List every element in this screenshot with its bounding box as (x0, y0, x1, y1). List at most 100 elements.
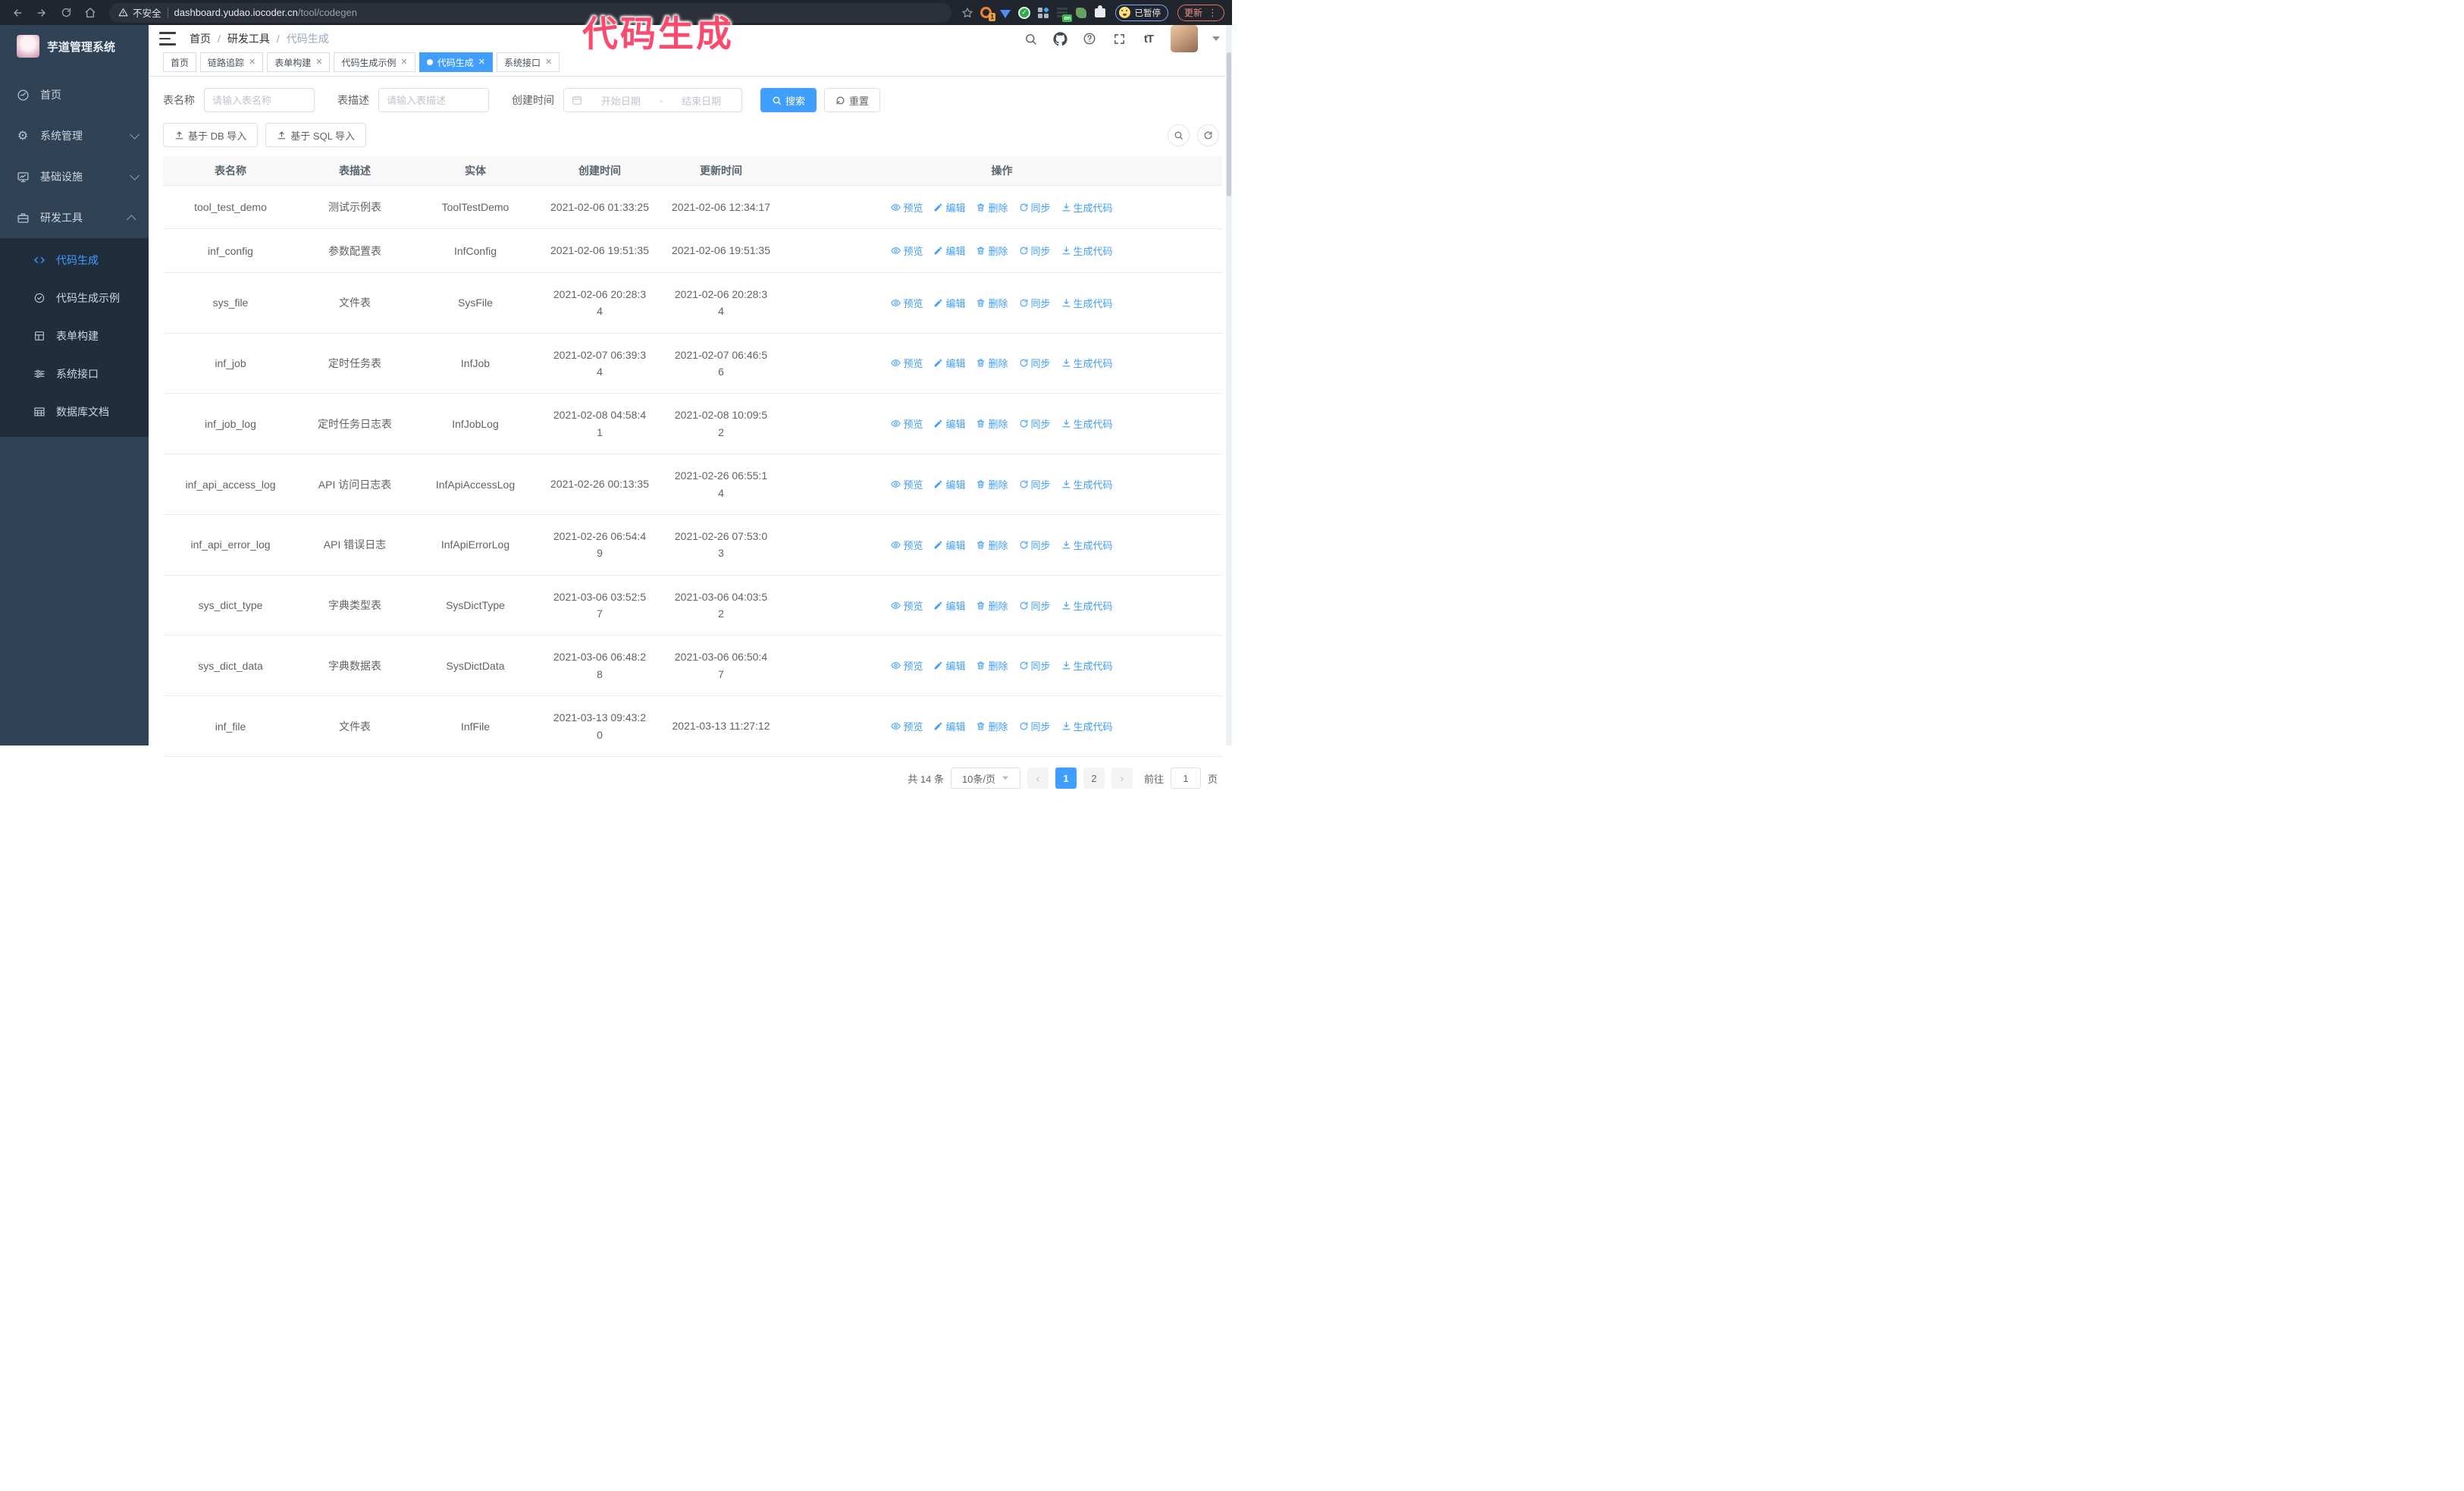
sidebar-item-codegen-example[interactable]: 代码生成示例 (0, 279, 149, 317)
address-bar[interactable]: 不安全 dashboard.yudao.iocoder.cn/tool/code… (109, 2, 952, 23)
edit-action[interactable]: 编辑 (933, 243, 965, 258)
generate-code-action[interactable]: 生成代码 (1061, 719, 1113, 733)
table-row[interactable]: tool_test_demo 测试示例表 ToolTestDemo 2021-0… (163, 185, 1222, 230)
import-db-button[interactable]: 基于 DB 导入 (163, 123, 259, 147)
delete-action[interactable]: 删除 (976, 598, 1008, 613)
preview-action[interactable]: 预览 (891, 477, 923, 491)
sidebar-item-db-doc[interactable]: 数据库文档 (0, 393, 149, 431)
table-row[interactable]: inf_job 定时任务表 InfJob 2021-02-07 06:39:3 … (163, 333, 1222, 394)
toggle-search-button[interactable] (1168, 124, 1190, 146)
sync-action[interactable]: 同步 (1019, 416, 1051, 431)
delete-action[interactable]: 删除 (976, 538, 1008, 552)
reset-button[interactable]: 重置 (824, 88, 881, 112)
browser-home-button[interactable] (80, 3, 100, 23)
preview-action[interactable]: 预览 (891, 356, 923, 370)
browser-back-button[interactable] (8, 3, 27, 23)
extension-onetab-icon[interactable]: 1 (980, 6, 996, 21)
prev-page-button[interactable]: ‹ (1027, 767, 1049, 789)
generate-code-action[interactable]: 生成代码 (1061, 477, 1113, 491)
extension-gem-icon[interactable] (998, 6, 1011, 19)
font-size-icon[interactable]: tT (1143, 32, 1154, 46)
close-icon[interactable]: ✕ (315, 57, 323, 67)
sidebar-item-system-api[interactable]: 系统接口 (0, 355, 149, 393)
preview-action[interactable]: 预览 (891, 538, 923, 552)
fullscreen-icon[interactable] (1111, 31, 1127, 46)
table-row[interactable]: inf_job_log 定时任务日志表 InfJobLog 2021-02-08… (163, 393, 1222, 455)
edit-action[interactable]: 编辑 (933, 719, 965, 733)
extension-check-icon[interactable]: ✓ (1017, 6, 1030, 19)
generate-code-action[interactable]: 生成代码 (1061, 200, 1113, 215)
page-button-1[interactable]: 1 (1055, 767, 1077, 789)
sync-action[interactable]: 同步 (1019, 296, 1051, 310)
import-sql-button[interactable]: 基于 SQL 导入 (265, 123, 367, 147)
delete-action[interactable]: 删除 (976, 477, 1008, 491)
preview-action[interactable]: 预览 (891, 200, 923, 215)
sidebar-item-infra[interactable]: 基础设施 (0, 156, 149, 197)
table-row[interactable]: inf_config 参数配置表 InfConfig 2021-02-06 19… (163, 228, 1222, 273)
edit-action[interactable]: 编辑 (933, 356, 965, 370)
sync-action[interactable]: 同步 (1019, 200, 1051, 215)
close-icon[interactable]: ✕ (400, 57, 408, 67)
extension-grid-icon[interactable] (1036, 6, 1049, 19)
close-icon[interactable]: ✕ (249, 57, 256, 67)
sync-action[interactable]: 同步 (1019, 477, 1051, 491)
breadcrumb-home[interactable]: 首页 (190, 33, 211, 45)
table-row[interactable]: inf_api_access_log API 访问日志表 InfApiAcces… (163, 454, 1222, 515)
generate-code-action[interactable]: 生成代码 (1061, 416, 1113, 431)
table-row[interactable]: sys_file 文件表 SysFile 2021-02-06 20:28:3 … (163, 272, 1222, 334)
table-name-input[interactable] (204, 88, 315, 112)
browser-forward-button[interactable] (32, 3, 52, 23)
user-avatar[interactable] (1171, 25, 1198, 52)
scrollbar[interactable] (1226, 25, 1232, 746)
preview-action[interactable]: 预览 (891, 598, 923, 613)
generate-code-action[interactable]: 生成代码 (1061, 598, 1113, 613)
tab-tracing[interactable]: 链路追踪 ✕ (200, 52, 264, 72)
sidebar-item-devtools[interactable]: 研发工具 (0, 197, 149, 238)
preview-action[interactable]: 预览 (891, 243, 923, 258)
close-icon[interactable]: ✕ (544, 57, 553, 67)
edit-action[interactable]: 编辑 (933, 296, 965, 310)
next-page-button[interactable]: › (1111, 767, 1133, 789)
delete-action[interactable]: 删除 (976, 200, 1008, 215)
collapse-menu-icon[interactable] (159, 32, 176, 46)
tab-form-builder[interactable]: 表单构建 ✕ (267, 52, 331, 72)
tab-system-api[interactable]: 系统接口 ✕ (496, 52, 560, 72)
sync-action[interactable]: 同步 (1019, 598, 1051, 613)
delete-action[interactable]: 删除 (976, 416, 1008, 431)
tab-codegen-example[interactable]: 代码生成示例 ✕ (334, 52, 415, 72)
generate-code-action[interactable]: 生成代码 (1061, 356, 1113, 370)
edit-action[interactable]: 编辑 (933, 598, 965, 613)
preview-action[interactable]: 预览 (891, 658, 923, 673)
browser-update-button[interactable]: 更新 ⋮ (1177, 4, 1224, 21)
edit-action[interactable]: 编辑 (933, 416, 965, 431)
sync-action[interactable]: 同步 (1019, 719, 1051, 733)
sidebar-item-home[interactable]: 首页 (0, 74, 149, 115)
sync-action[interactable]: 同步 (1019, 356, 1051, 370)
delete-action[interactable]: 删除 (976, 719, 1008, 733)
preview-action[interactable]: 预览 (891, 296, 923, 310)
user-menu-caret-icon[interactable] (1212, 36, 1220, 41)
sidebar-item-form-builder[interactable]: 表单构建 (0, 317, 149, 355)
browser-reload-button[interactable] (56, 3, 76, 23)
sidebar-item-system[interactable]: ⚙ 系统管理 (0, 115, 149, 156)
delete-action[interactable]: 删除 (976, 356, 1008, 370)
extensions-puzzle-icon[interactable] (1093, 5, 1106, 19)
table-desc-input[interactable] (378, 88, 489, 112)
page-button-2[interactable]: 2 (1083, 767, 1105, 789)
generate-code-action[interactable]: 生成代码 (1061, 296, 1113, 310)
extension-switch-icon[interactable]: on (1055, 6, 1073, 22)
bookmark-star-icon[interactable] (961, 6, 973, 19)
goto-page-input[interactable] (1170, 767, 1201, 789)
generate-code-action[interactable]: 生成代码 (1061, 658, 1113, 673)
paused-extension-chip[interactable]: 已暂停 (1115, 4, 1168, 21)
sync-action[interactable]: 同步 (1019, 538, 1051, 552)
preview-action[interactable]: 预览 (891, 416, 923, 431)
date-range-picker[interactable]: 开始日期 - 结束日期 (563, 88, 742, 112)
edit-action[interactable]: 编辑 (933, 477, 965, 491)
sidebar-item-codegen[interactable]: 代码生成 (0, 241, 149, 279)
tab-home[interactable]: 首页 (163, 52, 197, 72)
page-size-select[interactable]: 10条/页 (950, 767, 1020, 789)
browser-menu-icon[interactable]: ⋮ (1208, 6, 1218, 18)
table-row[interactable]: sys_dict_data 字典数据表 SysDictData 2021-03-… (163, 635, 1222, 697)
generate-code-action[interactable]: 生成代码 (1061, 538, 1113, 552)
